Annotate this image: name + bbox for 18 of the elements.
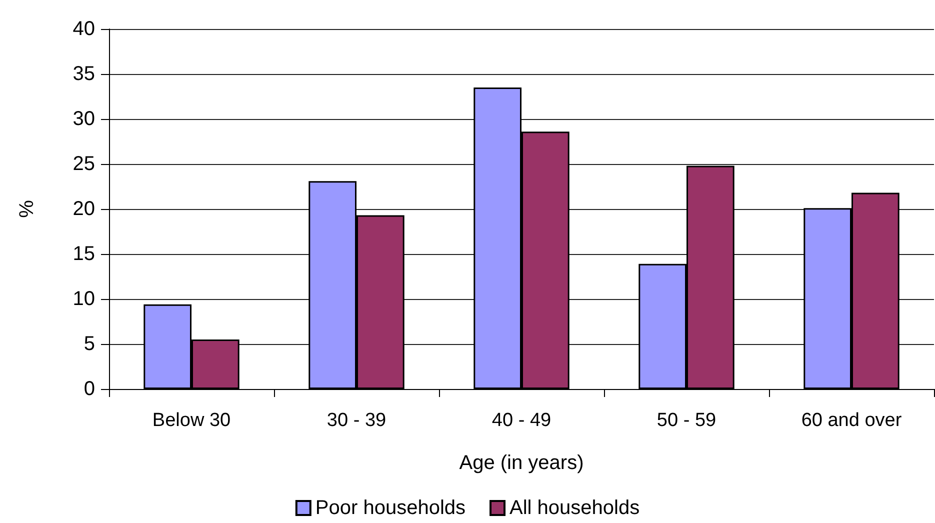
y-tick-label: 25 — [72, 153, 95, 175]
legend-label: Poor households — [315, 497, 466, 519]
y-tick-label: 35 — [72, 63, 95, 85]
x-tick-label: 50 - 59 — [656, 410, 716, 431]
y-axis-title: % — [16, 200, 38, 218]
y-tick-label: 15 — [72, 243, 95, 265]
y-tick-label: 30 — [72, 108, 95, 130]
x-tick-label: Below 30 — [152, 410, 231, 431]
legend-label: All households — [510, 497, 640, 519]
x-tick-label: 60 and over — [801, 410, 902, 431]
y-tick-label: 20 — [72, 198, 95, 220]
y-tick-label: 5 — [84, 333, 95, 355]
x-tick-label: 40 - 49 — [492, 410, 552, 431]
y-tick-label: 10 — [72, 288, 95, 310]
y-tick-label: 40 — [72, 18, 95, 40]
x-tick-label: 30 - 39 — [326, 410, 386, 431]
y-tick-label: 0 — [84, 378, 95, 400]
x-axis-title: Age (in years) — [459, 452, 584, 474]
